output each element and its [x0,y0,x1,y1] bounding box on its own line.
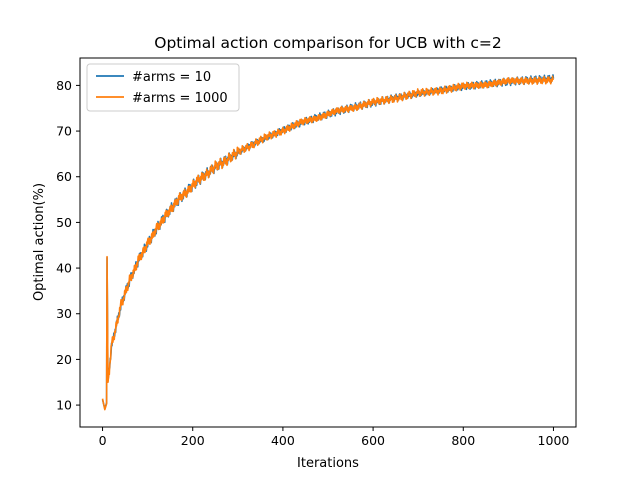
x-tick-label-800: 800 [451,433,475,448]
y-tick-label-10: 10 [56,398,72,413]
x-tick-label-0: 0 [99,433,107,448]
y-tick-label-40: 40 [56,261,72,276]
legend-label-arms-1000: #arms = 1000 [132,91,228,106]
legend: #arms = 10 #arms = 1000 [86,63,240,112]
x-tick-label-1000: 1000 [538,433,570,448]
y-tick-label-30: 30 [56,306,72,321]
legend-label-arms-10: #arms = 10 [132,70,211,85]
x-tick-label-400: 400 [271,433,295,448]
y-axis: 10 20 30 40 50 60 70 80 [56,78,80,413]
y-tick-label-20: 20 [56,352,72,367]
y-tick-label-60: 60 [56,169,72,184]
y-tick-label-80: 80 [56,78,72,93]
x-axis: 0 200 400 600 800 1000 [99,427,570,448]
chart-title: Optimal action comparison for UCB with c… [154,34,501,52]
x-tick-label-200: 200 [181,433,205,448]
x-axis-label: Iterations [297,456,359,471]
y-tick-label-70: 70 [56,124,72,139]
series-layer [101,74,555,411]
x-tick-label-600: 600 [361,433,385,448]
y-axis-label: Optimal action(%) [32,183,47,301]
legend-box [86,63,240,112]
plot-frame [79,57,577,428]
series-line-1 [101,75,555,411]
y-tick-label-50: 50 [56,215,72,230]
